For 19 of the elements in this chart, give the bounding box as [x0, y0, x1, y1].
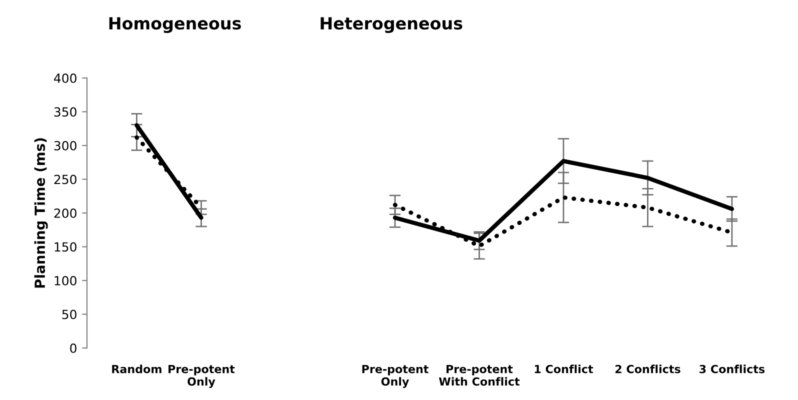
- chart-title: Heterogeneous: [320, 17, 462, 33]
- x-tick-label: 1 Conflict: [534, 364, 594, 374]
- x-tick-label: Pre-potent Only: [168, 365, 235, 388]
- x-tick-label: Random: [112, 364, 162, 374]
- chart-title: Homogeneous: [109, 17, 241, 33]
- y-tick-label: 150: [54, 242, 76, 252]
- y-axis-title: Planning Time (ms): [34, 138, 48, 288]
- x-tick-label: 3 Conflicts: [700, 364, 765, 374]
- x-tick-label: Pre-potent Only: [362, 365, 428, 388]
- y-tick-label: 250: [54, 174, 76, 184]
- y-tick-label: 300: [54, 140, 76, 150]
- y-tick-label: 400: [54, 73, 76, 83]
- y-tick-label: 200: [54, 208, 76, 218]
- y-tick-label: 50: [62, 310, 76, 320]
- x-tick-label: Pre-potent With Conflict: [438, 365, 520, 386]
- y-tick-label: 100: [54, 276, 76, 286]
- x-tick-label: 2 Conflicts: [615, 364, 680, 374]
- y-tick-label: 0: [70, 343, 76, 353]
- y-tick-label: 350: [54, 107, 76, 117]
